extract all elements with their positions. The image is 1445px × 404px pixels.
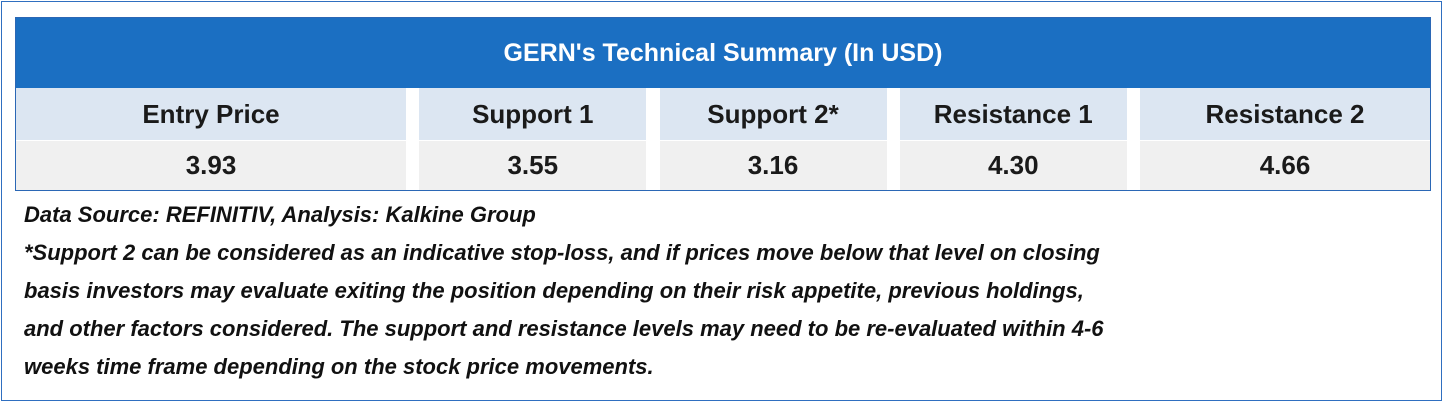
table-title: GERN's Technical Summary (In USD): [16, 18, 1430, 88]
note-line: *Support 2 can be considered as an indic…: [24, 240, 1100, 265]
note-line: weeks time frame depending on the stock …: [24, 354, 654, 379]
notes: Data Source: REFINITIV, Analysis: Kalkin…: [24, 196, 1104, 386]
header-cell: Entry Price: [16, 88, 406, 140]
header-cell: Support 1: [419, 88, 647, 140]
value-row: 3.93 3.55 3.16 4.30 4.66: [16, 141, 1430, 190]
summary-table: GERN's Technical Summary (In USD) Entry …: [15, 17, 1431, 191]
note-line: basis investors may evaluate exiting the…: [24, 278, 1084, 303]
header-cell: Resistance 1: [899, 88, 1127, 140]
value-cell: 3.16: [659, 141, 887, 190]
note-line: and other factors considered. The suppor…: [24, 316, 1104, 341]
value-cell: 3.55: [419, 141, 647, 190]
value-cell: 4.30: [899, 141, 1127, 190]
header-cell: Resistance 2: [1140, 88, 1430, 140]
value-cell: 4.66: [1140, 141, 1430, 190]
header-row: Entry Price Support 1 Support 2* Resistance…: [16, 88, 1430, 140]
header-cell: Support 2*: [659, 88, 887, 140]
value-cell: 3.93: [16, 141, 406, 190]
source-note: Data Source: REFINITIV, Analysis: Kalkin…: [24, 202, 536, 227]
